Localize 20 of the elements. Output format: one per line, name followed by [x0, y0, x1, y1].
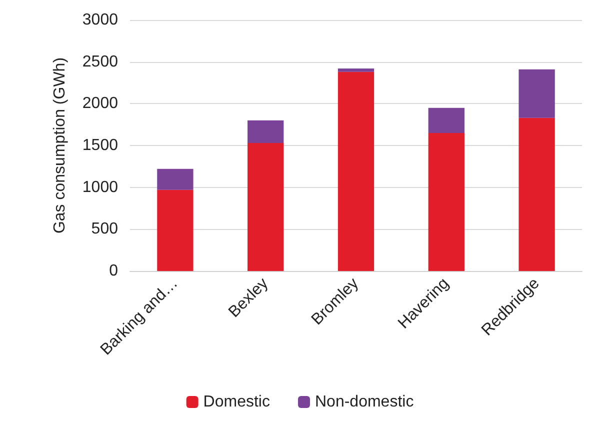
bar: [518, 69, 555, 118]
bar: [428, 132, 464, 271]
y-tick-label: 500: [91, 220, 118, 238]
y-tick-label: 1000: [82, 178, 118, 196]
legend-label: Domestic: [203, 394, 270, 410]
bar: [518, 118, 555, 271]
y-tick-label: 1500: [82, 137, 118, 154]
bar: [157, 190, 194, 271]
legend-label: Non-domestic: [314, 394, 414, 410]
y-tick-label: 2500: [82, 53, 118, 70]
y-tick-label: 0: [109, 262, 118, 280]
bar: [157, 168, 194, 190]
y-axis-title: Gas consumption (GWh): [52, 57, 68, 234]
bar: [248, 120, 284, 143]
y-tick-label: 3000: [82, 12, 118, 28]
bar: [248, 142, 284, 271]
bar: [338, 68, 374, 72]
bar: [428, 108, 464, 133]
y-tick-label: 2000: [82, 95, 118, 112]
bar: [338, 72, 374, 271]
